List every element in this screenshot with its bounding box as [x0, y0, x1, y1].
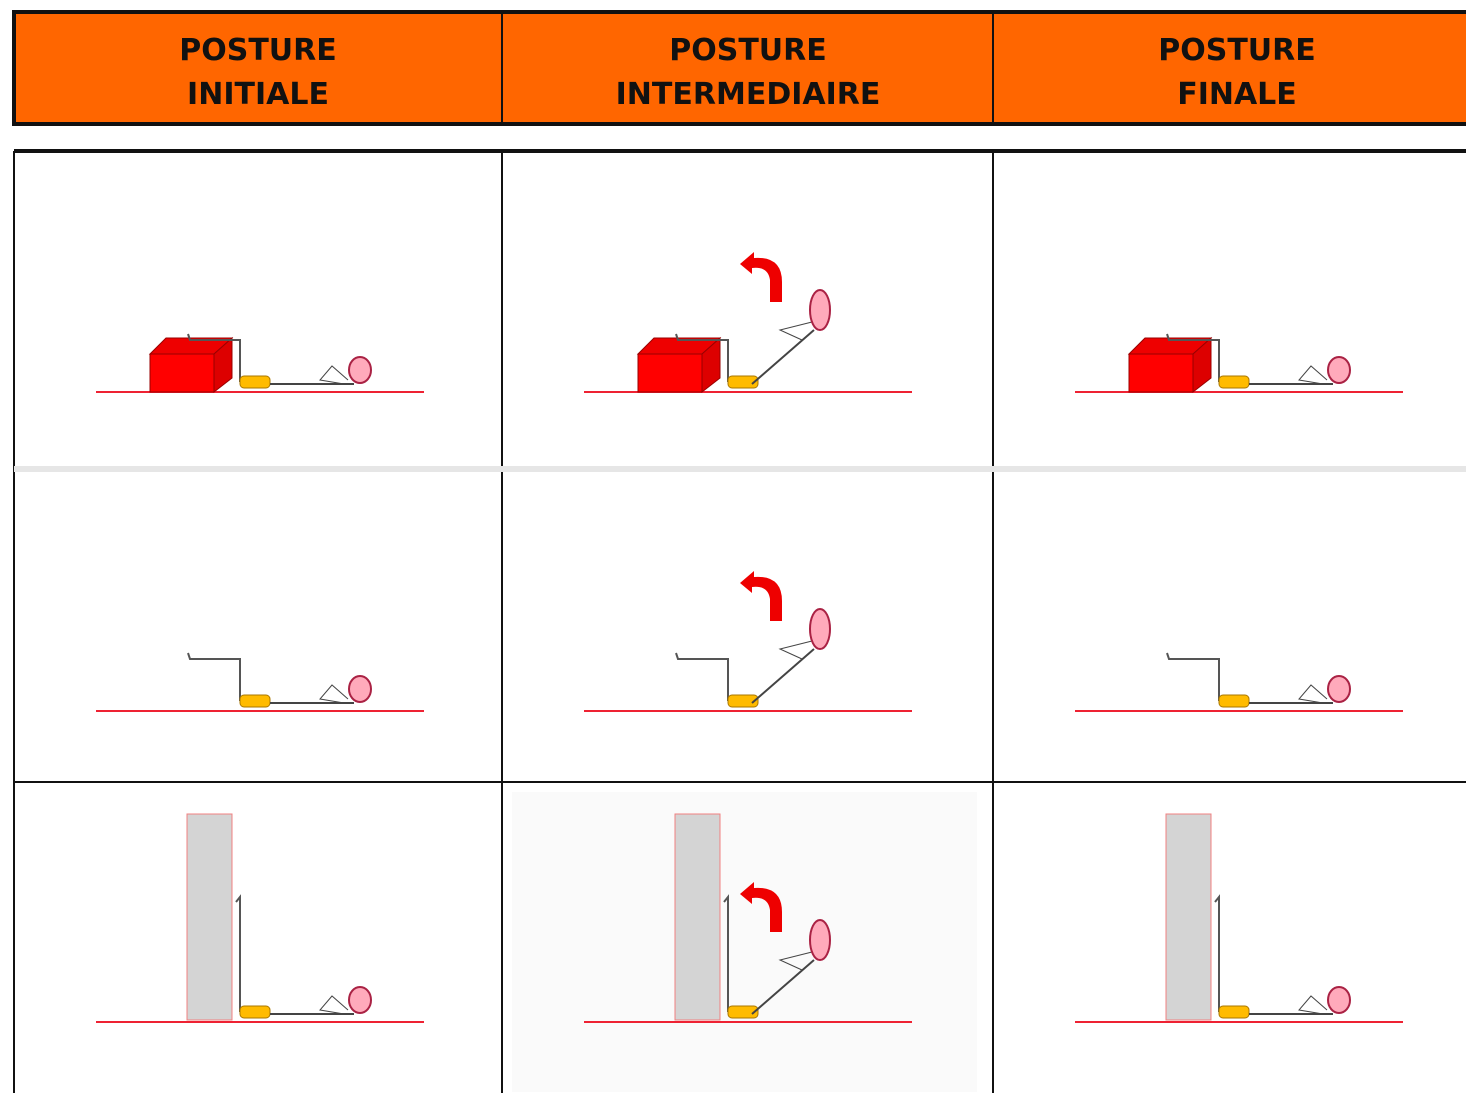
head	[809, 608, 831, 650]
leg	[1214, 894, 1220, 1012]
header-line: FINALE	[1177, 77, 1297, 112]
head	[348, 675, 372, 703]
posture-figure	[1075, 333, 1403, 394]
arm	[319, 684, 349, 704]
header-line: POSTURE	[179, 33, 337, 68]
leg	[187, 652, 241, 701]
body	[751, 959, 815, 1015]
leg	[1166, 652, 1220, 701]
wall	[186, 813, 233, 1021]
arm	[319, 365, 349, 385]
posture-figure	[96, 813, 424, 1023]
posture-figure	[512, 792, 977, 1092]
column-header: POSTURE INITIALE	[179, 33, 337, 112]
head	[348, 356, 372, 384]
header-line: INITIALE	[187, 77, 329, 112]
arm	[1298, 684, 1328, 704]
column-header: POSTURE INTERMEDIAIRE	[616, 33, 881, 112]
foot	[727, 1005, 759, 1019]
box-front	[637, 353, 703, 393]
posture-figure	[584, 252, 912, 394]
arm	[1298, 995, 1328, 1015]
header-line: INTERMEDIAIRE	[616, 77, 881, 112]
rotation-arrow	[740, 882, 782, 932]
foot	[1218, 375, 1250, 389]
foot	[239, 375, 271, 389]
head	[809, 289, 831, 331]
arm	[778, 640, 813, 660]
header-line: POSTURE	[1158, 33, 1316, 68]
leg	[235, 894, 241, 1012]
wall	[1165, 813, 1212, 1021]
header-line: POSTURE	[669, 33, 827, 68]
foot	[1218, 694, 1250, 708]
head	[1327, 356, 1351, 384]
foot	[727, 375, 759, 389]
leg	[675, 333, 729, 382]
leg	[1166, 333, 1220, 382]
posture-figure	[584, 571, 912, 712]
arm	[778, 321, 813, 341]
arm	[319, 995, 349, 1015]
posture-figure	[1075, 813, 1403, 1023]
posture-figure	[1075, 652, 1403, 712]
posture-figure	[96, 333, 424, 394]
leg	[675, 652, 729, 701]
posture-figure	[96, 652, 424, 712]
foot	[727, 694, 759, 708]
arm	[778, 951, 813, 971]
foot	[1218, 1005, 1250, 1019]
grid-background	[512, 792, 977, 1092]
box-front	[1128, 353, 1194, 393]
box-front	[149, 353, 215, 393]
leg	[723, 894, 729, 1012]
rotation-arrow	[740, 252, 782, 302]
body	[751, 329, 815, 385]
foot	[239, 694, 271, 708]
head	[1327, 675, 1351, 703]
head	[348, 986, 372, 1014]
column-header: POSTURE FINALE	[1158, 33, 1316, 112]
arm	[1298, 365, 1328, 385]
rotation-arrow	[740, 571, 782, 621]
head	[809, 919, 831, 961]
header-bar	[12, 10, 1466, 126]
leg	[187, 333, 241, 382]
wall	[674, 813, 721, 1021]
body	[751, 648, 815, 704]
head	[1327, 986, 1351, 1014]
foot	[239, 1005, 271, 1019]
